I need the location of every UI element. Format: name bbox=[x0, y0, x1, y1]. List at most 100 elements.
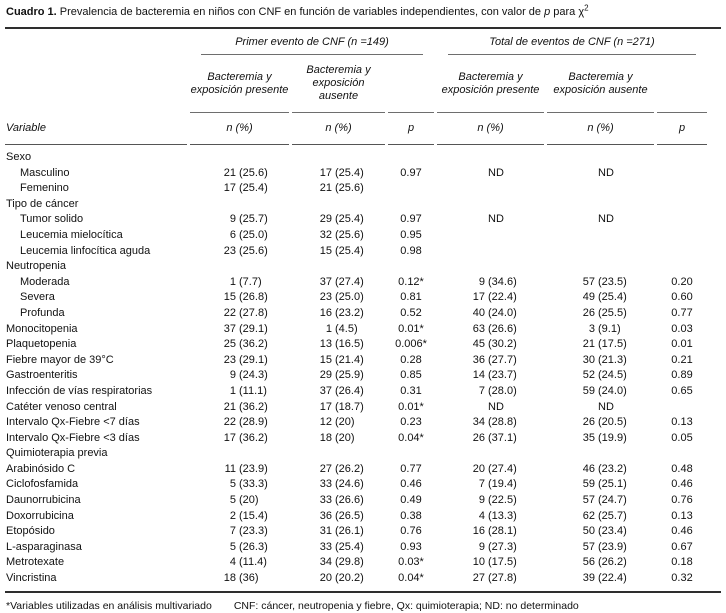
table-row: Plaquetopenia 25 (36.2) 13 (16.5) 0.006* 45 (30… bbox=[5, 337, 707, 353]
cell-pct: (25.4) bbox=[335, 540, 364, 553]
cell-pct: (25.7) bbox=[239, 213, 268, 226]
cell-pct: (22.4) bbox=[488, 291, 517, 304]
cell-pct: (27.3) bbox=[488, 540, 517, 553]
cell-n: 1 bbox=[325, 322, 332, 335]
cell-n: 17 bbox=[223, 182, 236, 195]
row-label: Ciclofosfamida bbox=[6, 478, 79, 491]
cell-pct: (25.9) bbox=[335, 369, 364, 382]
table-row: Monocitopenia 37 (29.1) 1 (4.5) 0.01* 63 (26.6)… bbox=[5, 322, 707, 338]
cell-n: 1 bbox=[229, 384, 236, 397]
cell-p: 0.12* bbox=[398, 275, 424, 288]
cell-n: 33 bbox=[319, 540, 332, 553]
cell-n: 12 bbox=[319, 416, 332, 429]
cell-p: 0.97 bbox=[400, 213, 422, 226]
cell-pct bbox=[488, 181, 544, 197]
cell-n: 2 bbox=[229, 509, 236, 522]
cell-pct: (24.5) bbox=[598, 369, 627, 382]
cell-p: 0.52 bbox=[400, 306, 422, 319]
group-header-spacer bbox=[5, 29, 187, 56]
column-header-variable: Variable bbox=[5, 113, 187, 145]
cell-pct: (26.2) bbox=[335, 462, 364, 475]
cell-pct: (26.1) bbox=[335, 525, 364, 538]
cell-n: 5 bbox=[229, 478, 236, 491]
cell-n: 62 bbox=[582, 509, 595, 522]
cell-n bbox=[437, 244, 485, 260]
cell-p bbox=[657, 166, 707, 182]
cell-n: 40 bbox=[472, 306, 485, 319]
cell-n: 59 bbox=[582, 478, 595, 491]
cell-pct: (25.0) bbox=[335, 291, 364, 304]
cell-p: 0.76 bbox=[400, 525, 422, 538]
row-label: Doxorrubicina bbox=[6, 509, 74, 522]
cell-pct: (20) bbox=[335, 416, 355, 429]
cell-n: 4 bbox=[478, 509, 485, 522]
table-row: Etopósido 7 (23.3) 31 (26.1) 0.76 16 (28.1) 50 (2… bbox=[5, 524, 707, 540]
row-label: Leucemia linfocítica aguda bbox=[20, 244, 151, 257]
table-title-suffix: para χ bbox=[550, 6, 585, 18]
cell-pct: (34.6) bbox=[488, 275, 517, 288]
group-label: Neutropenia bbox=[6, 260, 66, 273]
table-row: Leucemia mielocítica 6 (25.0) 32 (25.6) 0.95 bbox=[5, 228, 707, 244]
cell-pct: (27.4) bbox=[488, 462, 517, 475]
cell-pct: (28.9) bbox=[239, 416, 268, 429]
subheader-line: exposición ausente bbox=[553, 83, 648, 96]
cell-pct: (25.4) bbox=[335, 166, 364, 179]
cell-n: 49 bbox=[582, 291, 595, 304]
cell-pct bbox=[488, 244, 544, 260]
table-row: Metrotexate 4 (11.4) 34 (29.8) 0.03* 10 (17.5) 5… bbox=[5, 555, 707, 571]
chi-square-exponent: 2 bbox=[584, 3, 589, 13]
cell-n: 18 bbox=[223, 572, 236, 585]
cell-p: 0.77 bbox=[400, 462, 422, 475]
cell-n: 20 bbox=[319, 572, 332, 585]
cell-n: 52 bbox=[582, 369, 595, 382]
cell-p: 0.18 bbox=[671, 556, 693, 569]
cell-n: 30 bbox=[582, 353, 595, 366]
cell-n: 31 bbox=[319, 525, 332, 538]
cell-n bbox=[547, 181, 595, 197]
cell-n: 5 bbox=[229, 494, 236, 507]
row-label: Monocitopenia bbox=[6, 322, 78, 335]
cell-p: 0.97 bbox=[400, 166, 422, 179]
cell-p: 0.46 bbox=[400, 478, 422, 491]
cell-n: 20 bbox=[472, 462, 485, 475]
subheader-line: Bacteremia y bbox=[458, 70, 523, 83]
row-label: Vincristina bbox=[6, 572, 57, 585]
cell-n bbox=[547, 166, 595, 182]
cell-p: 0.21 bbox=[671, 353, 693, 366]
cell-n: 16 bbox=[319, 306, 332, 319]
group-label: Tipo de cáncer bbox=[6, 197, 79, 210]
cell-pct bbox=[598, 228, 654, 244]
cell-pct: (26.6) bbox=[335, 494, 364, 507]
cell-pct: ND bbox=[488, 166, 504, 179]
cell-n: 37 bbox=[319, 384, 332, 397]
cell-p: 0.60 bbox=[671, 291, 693, 304]
cell-n: 56 bbox=[582, 556, 595, 569]
column-header-n-pct-1: n (%) bbox=[190, 113, 289, 145]
cell-p: 0.81 bbox=[400, 291, 422, 304]
cell-n: 22 bbox=[223, 416, 236, 429]
table-row: Daunorrubicina 5 (20) 33 (26.6) 0.49 9 (22.5) 57… bbox=[5, 493, 707, 509]
data-table: Primer evento de CNF (n =149) Total de e… bbox=[2, 29, 710, 587]
cell-pct: (20.2) bbox=[335, 572, 364, 585]
cell-pct bbox=[598, 181, 654, 197]
row-label: Gastroenteritis bbox=[6, 369, 78, 382]
cell-n bbox=[547, 228, 595, 244]
cell-pct: (37.1) bbox=[488, 431, 517, 444]
cell-n: 32 bbox=[319, 228, 332, 241]
cell-pct: (25.6) bbox=[239, 166, 268, 179]
cell-n: 26 bbox=[582, 416, 595, 429]
cell-p: 0.49 bbox=[400, 494, 422, 507]
cell-n: 23 bbox=[223, 353, 236, 366]
cell-n: 37 bbox=[223, 322, 236, 335]
cell-pct: (23.2) bbox=[598, 462, 627, 475]
row-label: Etopósido bbox=[6, 525, 55, 538]
cell-n: 26 bbox=[582, 306, 595, 319]
table-row: Masculino 21 (25.6) 17 (25.4) 0.97 ND ND bbox=[5, 166, 707, 182]
cell-pct: (25.6) bbox=[335, 228, 364, 241]
cell-p: 0.95 bbox=[400, 228, 422, 241]
table-row: Arabinósido C 11 (23.9) 27 (26.2) 0.77 20 (27.4… bbox=[5, 462, 707, 478]
cell-n: 17 bbox=[319, 166, 332, 179]
cell-pct: (30.2) bbox=[488, 338, 517, 351]
cell-n bbox=[437, 181, 485, 197]
